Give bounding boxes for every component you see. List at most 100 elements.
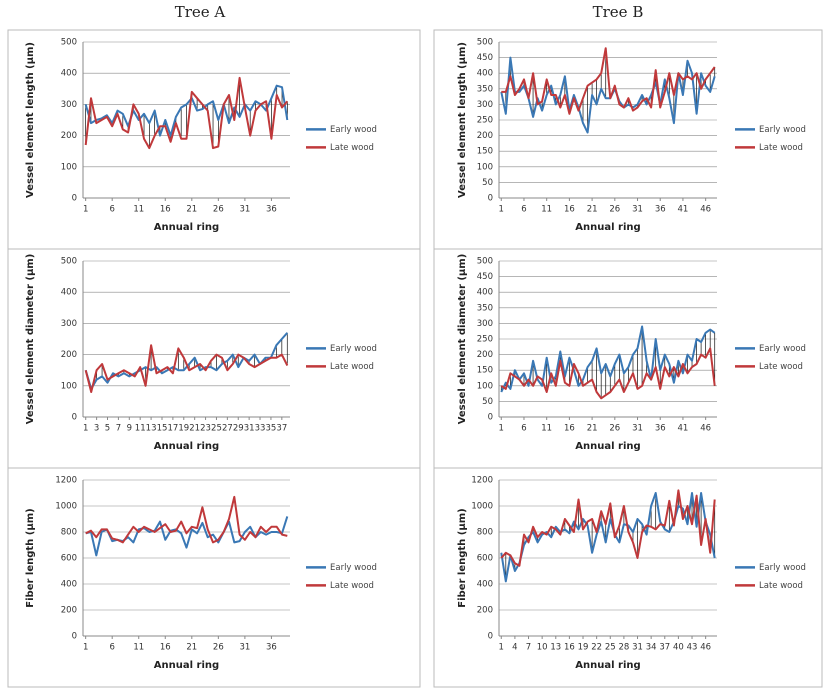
x-tick-label: 31 [239, 643, 250, 653]
legend-label: Late wood [330, 362, 374, 372]
x-tick-label: 26 [213, 643, 224, 653]
y-axis-label: Vessel element length (μm) [25, 42, 36, 198]
y-tick-label: 250 [477, 335, 493, 345]
x-tick-label: 46 [700, 205, 711, 215]
x-tick-label: 36 [266, 643, 277, 653]
y-tick-label: 200 [477, 131, 493, 141]
x-tick-label: 26 [213, 205, 224, 215]
y-tick-label: 100 [477, 381, 493, 391]
x-tick-label: 11 [135, 424, 146, 434]
x-tick-label: 26 [609, 424, 620, 434]
x-tick-label: 11 [541, 424, 552, 434]
y-tick-label: 400 [61, 69, 77, 79]
x-tick-label: 36 [655, 424, 666, 434]
series-line [500, 489, 716, 567]
x-tick-label: 28 [618, 643, 629, 653]
x-tick-label: 11 [541, 205, 552, 215]
y-axis-label: Vessel element diameter (μm) [25, 254, 36, 425]
y-tick-label: 400 [477, 69, 493, 79]
x-tick-label: 25 [605, 643, 616, 653]
y-tick-label: 0 [72, 194, 77, 204]
x-tick-label: 6 [109, 205, 114, 215]
x-tick-label: 16 [564, 643, 575, 653]
x-tick-label: 1 [83, 424, 88, 434]
panel [7, 467, 421, 688]
y-tick-label: 1000 [471, 502, 493, 512]
y-tick-label: 150 [477, 366, 493, 376]
x-tick-label: 31 [244, 424, 255, 434]
series-line [500, 492, 716, 583]
y-tick-label: 0 [488, 413, 493, 423]
x-tick-label: 36 [266, 205, 277, 215]
x-tick-label: 6 [109, 643, 114, 653]
y-tick-label: 450 [477, 53, 493, 63]
y-tick-label: 450 [477, 272, 493, 282]
x-tick-label: 26 [609, 205, 620, 215]
x-tick-label: 19 [578, 643, 589, 653]
y-tick-label: 800 [61, 528, 77, 538]
legend-label: Early wood [330, 344, 377, 354]
y-tick-label: 100 [477, 162, 493, 172]
x-tick-label: 4 [512, 643, 517, 653]
y-tick-label: 100 [61, 381, 77, 391]
series-line [84, 84, 289, 137]
y-tick-label: 200 [61, 350, 77, 360]
y-tick-label: 0 [488, 632, 493, 642]
y-tick-label: 0 [72, 632, 77, 642]
y-tick-label: 50 [482, 397, 493, 407]
x-tick-label: 19 [178, 424, 189, 434]
y-tick-label: 500 [61, 257, 77, 267]
y-tick-label: 800 [477, 528, 493, 538]
x-tick-label: 5 [105, 424, 110, 434]
x-axis-label: Annual ring [575, 441, 640, 452]
x-tick-label: 46 [700, 424, 711, 434]
x-tick-label: 17 [167, 424, 178, 434]
y-tick-label: 250 [477, 116, 493, 126]
y-tick-label: 0 [488, 194, 493, 204]
x-tick-label: 23 [200, 424, 211, 434]
x-tick-label: 21 [189, 424, 200, 434]
x-tick-label: 43 [687, 643, 698, 653]
x-tick-label: 6 [521, 424, 526, 434]
y-tick-label: 500 [477, 38, 493, 48]
panel [433, 467, 823, 688]
x-axis-label: Annual ring [154, 660, 219, 671]
legend-label: Late wood [759, 143, 803, 153]
legend-label: Late wood [759, 581, 803, 591]
x-tick-label: 31 [632, 643, 643, 653]
y-tick-label: 150 [477, 147, 493, 157]
x-axis-label: Annual ring [575, 660, 640, 671]
x-tick-label: 3 [94, 424, 99, 434]
y-tick-label: 600 [61, 554, 77, 564]
y-tick-label: 1200 [471, 476, 493, 486]
x-tick-label: 11 [133, 205, 144, 215]
x-tick-label: 33 [255, 424, 266, 434]
x-tick-label: 6 [521, 205, 526, 215]
x-tick-label: 16 [160, 205, 171, 215]
legend-label: Late wood [330, 581, 374, 591]
x-tick-label: 37 [659, 643, 670, 653]
x-tick-label: 41 [678, 424, 689, 434]
x-tick-label: 16 [160, 643, 171, 653]
y-tick-label: 600 [477, 554, 493, 564]
y-tick-label: 50 [482, 178, 493, 188]
x-tick-label: 1 [83, 205, 88, 215]
series-line [501, 47, 716, 115]
y-axis-label: Vessel element diameter (μm) [457, 254, 468, 425]
series-line [84, 332, 289, 390]
x-axis-label: Annual ring [154, 222, 219, 233]
x-tick-label: 36 [655, 205, 666, 215]
x-tick-label: 13 [146, 424, 157, 434]
x-tick-label: 31 [632, 424, 643, 434]
x-tick-label: 34 [646, 643, 657, 653]
y-tick-label: 500 [61, 38, 77, 48]
legend-label: Early wood [330, 125, 377, 135]
x-tick-label: 37 [276, 424, 287, 434]
y-tick-label: 500 [477, 257, 493, 267]
x-tick-label: 7 [116, 424, 121, 434]
y-tick-label: 400 [61, 580, 77, 590]
legend-label: Early wood [759, 344, 806, 354]
y-axis-label: Vessel element length (μm) [457, 42, 468, 198]
y-tick-label: 400 [477, 288, 493, 298]
x-tick-label: 31 [632, 205, 643, 215]
